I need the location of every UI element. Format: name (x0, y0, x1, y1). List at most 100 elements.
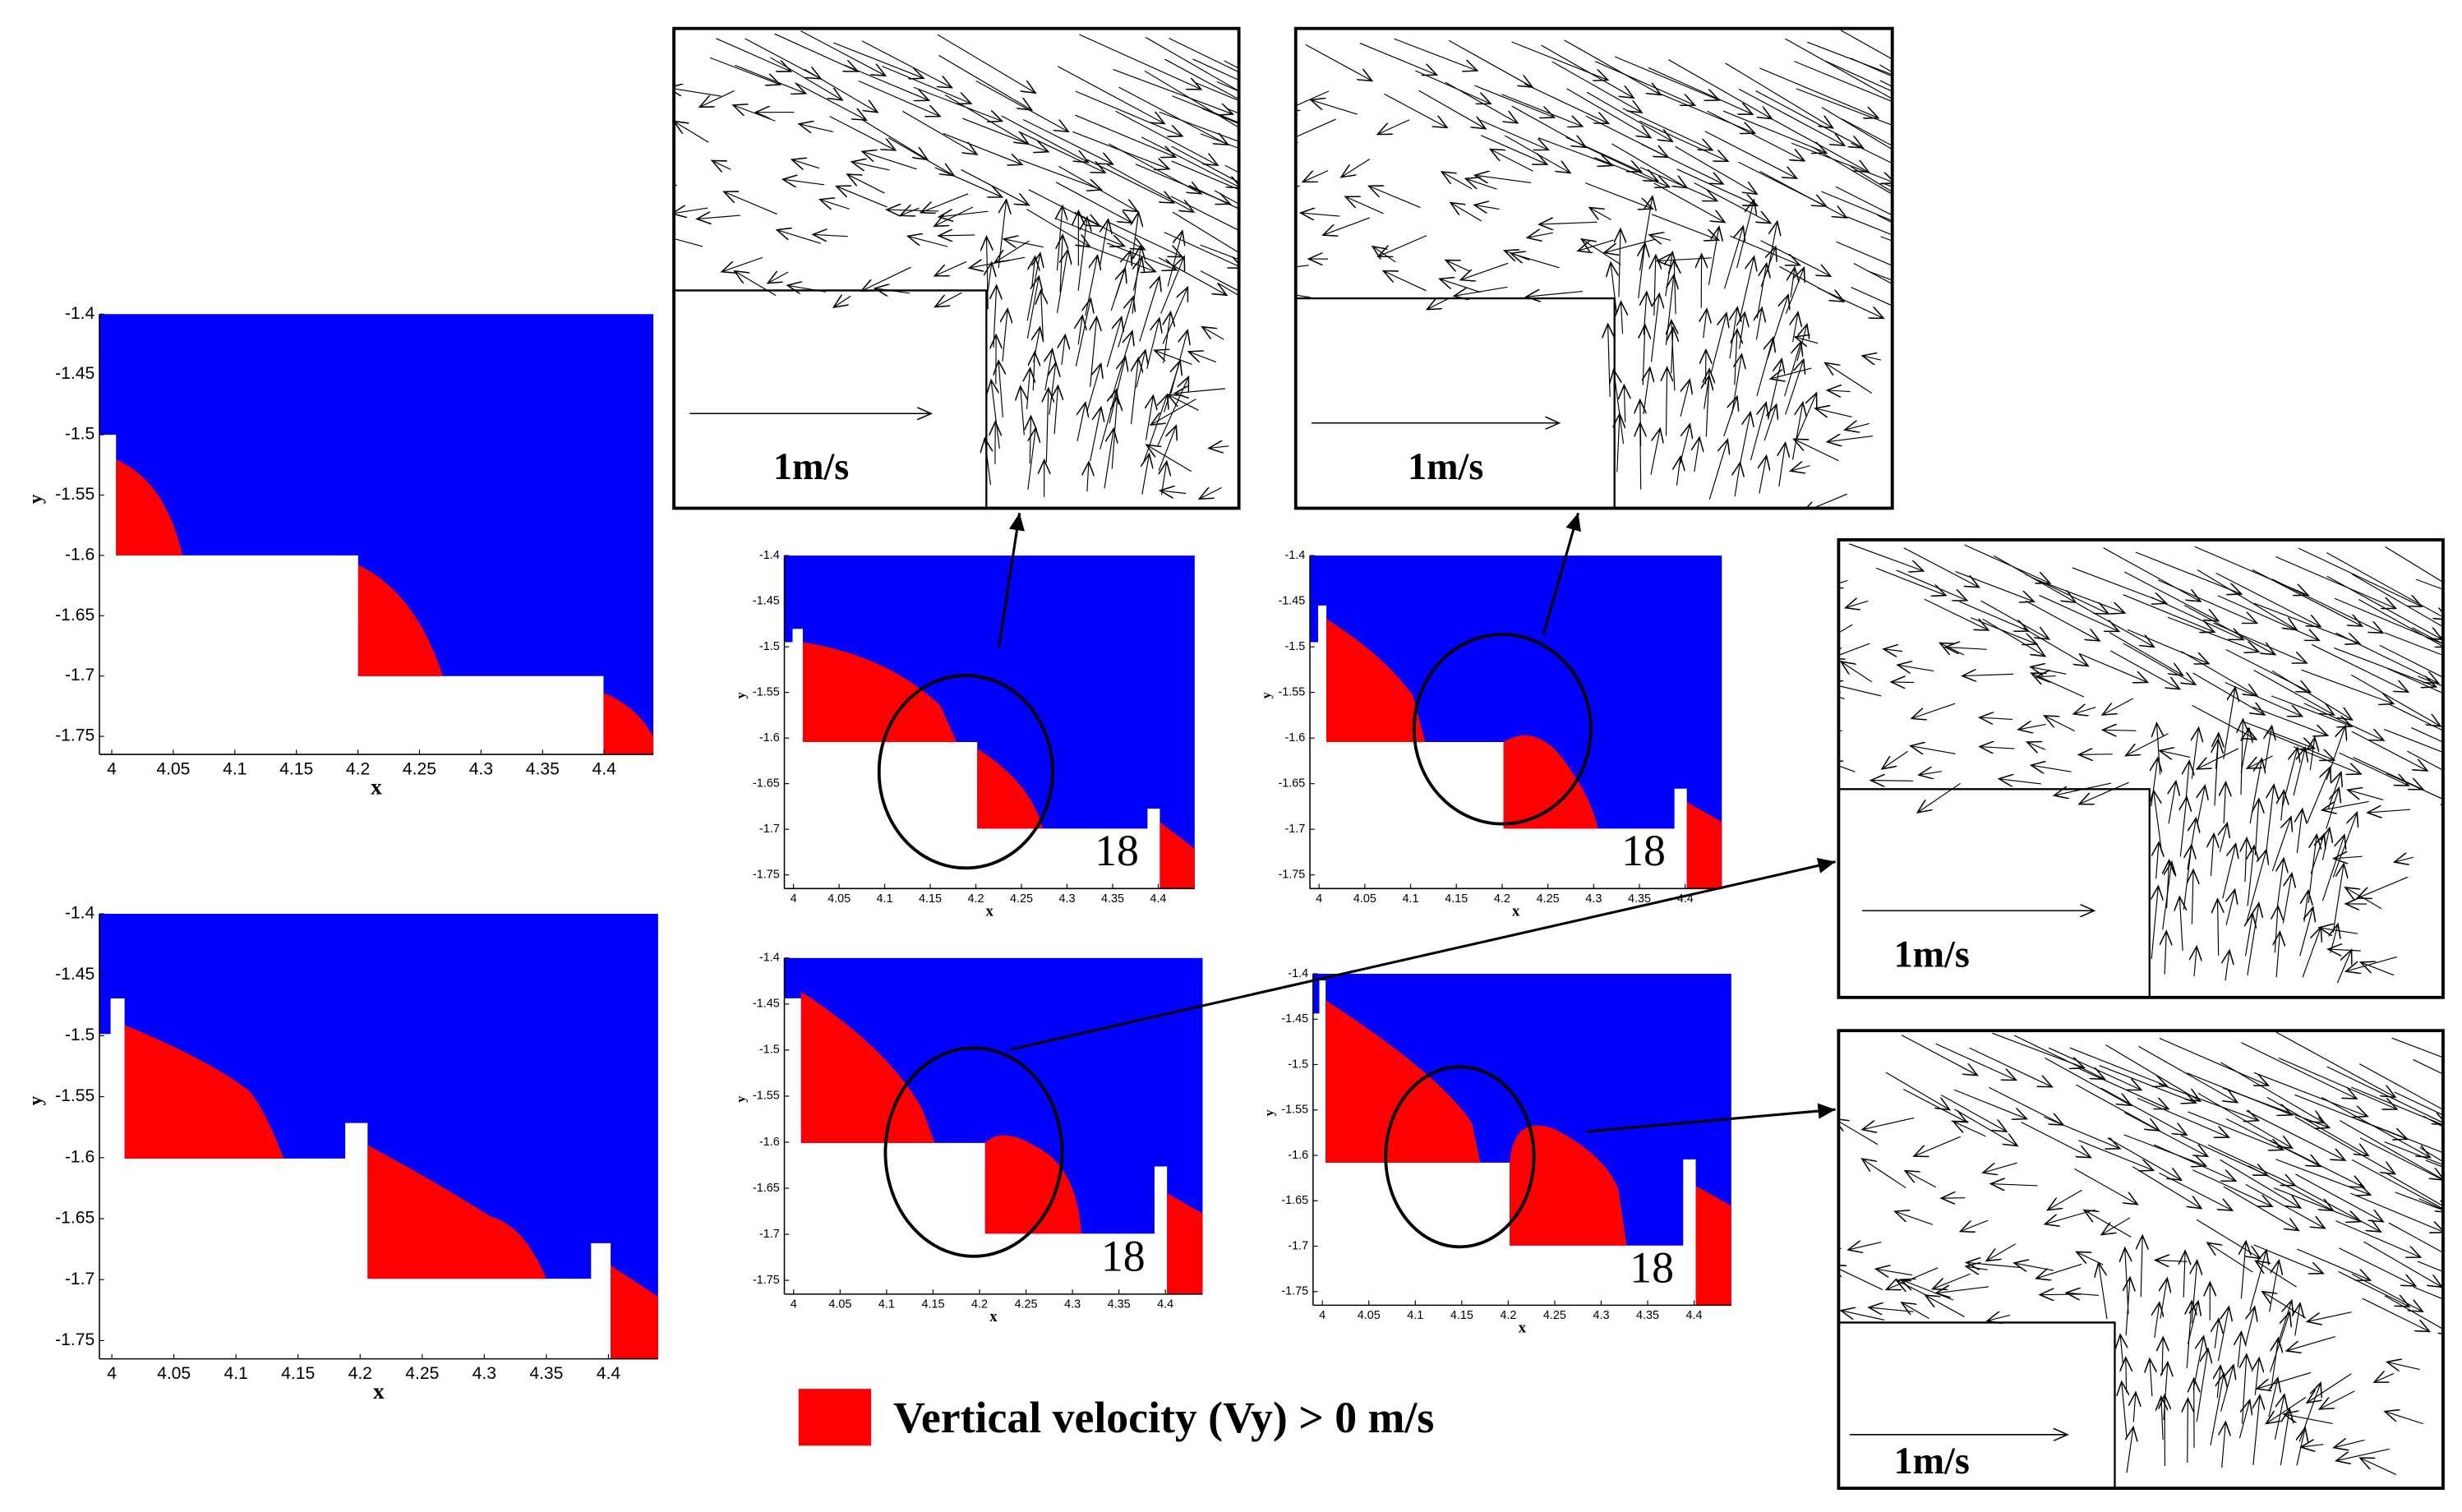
step-wall (1295, 297, 1616, 509)
velocity-vector (1959, 601, 2028, 631)
velocity-vector (1880, 236, 1893, 242)
y-tick-label: -1.65 (55, 1209, 95, 1228)
velocity-vector (1448, 39, 1533, 87)
velocity-vector (2225, 950, 2229, 981)
velocity-vector (2326, 1066, 2443, 1124)
velocity-vector (1955, 571, 2035, 602)
velocity-vector (882, 65, 971, 104)
velocity-vector (860, 118, 928, 159)
velocity-vector (709, 57, 780, 85)
velocity-vector (2299, 907, 2313, 957)
velocity-vector (1538, 137, 1612, 166)
velocity-vector (1867, 270, 1893, 281)
positive-vy-region (977, 749, 1044, 829)
velocity-vector (1026, 276, 1039, 339)
positive-vy-region (1695, 1186, 1731, 1306)
velocity-vector (1172, 95, 1239, 123)
velocity-vector (1086, 159, 1174, 203)
velocity-vector (1188, 352, 1217, 362)
velocity-vector (862, 151, 917, 170)
velocity-vector (2335, 1220, 2420, 1257)
velocity-vector (935, 292, 962, 307)
y-axis-label: y (1260, 692, 1274, 698)
velocity-vector (2247, 903, 2259, 976)
velocity-vector (1377, 119, 1410, 135)
velocity-vector (1811, 145, 1893, 196)
regions (784, 629, 1195, 889)
velocity-vector (2266, 1096, 2368, 1155)
velocity-vector (2359, 1137, 2443, 1181)
velocity-vector (2411, 727, 2443, 743)
velocity-vector (2127, 629, 2209, 663)
y-axis-label: y (734, 692, 748, 698)
velocity-vector (2241, 1241, 2246, 1299)
x-tick-label: 4.25 (1015, 1298, 1038, 1311)
velocity-vector (1675, 145, 1757, 194)
velocity-vector (1838, 624, 1853, 634)
y-tick-label: -1.45 (55, 364, 95, 383)
contour-panel: 4 4.05 4.1 4.15 4.2 4.25 4.3 4.35 4.4 -1.4 -1.45 -1… (734, 952, 1203, 1325)
velocity-vector (2107, 1137, 2182, 1180)
velocity-vector (1541, 44, 1634, 98)
velocity-vector (2326, 575, 2442, 639)
velocity-vector (1450, 203, 1482, 222)
velocity-vector (2295, 1173, 2383, 1222)
velocity-vector (1086, 364, 1101, 413)
velocity-vector (2165, 931, 2166, 975)
velocity-vector (2217, 1307, 2229, 1362)
y-tick-label: -1.7 (759, 1228, 780, 1241)
velocity-vector (2180, 651, 2257, 696)
legend-swatch (798, 1389, 872, 1446)
velocity-vector (1835, 186, 1893, 216)
velocity-vector (2186, 761, 2189, 800)
x-tick-label: 4.4 (597, 1364, 621, 1383)
inset-border (1837, 537, 2445, 999)
velocity-vector (1902, 1302, 1929, 1320)
velocity-vector (1110, 251, 1131, 311)
x-tick-label: 4.1 (878, 1298, 895, 1311)
velocity-vector (2383, 729, 2443, 754)
velocity-vector (1341, 159, 1371, 177)
y-tick-label: -1.5 (65, 1026, 95, 1044)
velocity-vector (1490, 150, 1533, 172)
x-tick-label: 4 (107, 760, 117, 779)
velocity-vector (2249, 1250, 2266, 1311)
y-tick-label: -1.5 (759, 1044, 780, 1057)
velocity-vector (1838, 762, 1856, 772)
velocity-vector (1295, 90, 1330, 111)
velocity-vector (2241, 728, 2249, 774)
velocity-vector (2252, 569, 2363, 626)
velocity-vector (2357, 876, 2409, 898)
velocity-vector (2339, 1120, 2443, 1180)
legend-label: Vertical velocity (Vy) > 0 m/s (893, 1393, 1434, 1442)
velocity-vector (1903, 547, 1980, 588)
velocity-vector (1018, 131, 1105, 173)
velocity-vector (2022, 627, 2088, 666)
velocity-vector (1115, 110, 1218, 165)
velocity-vector (2048, 1047, 2142, 1090)
velocity-vector (1172, 211, 1239, 260)
x-tick-label: 4.35 (526, 760, 560, 779)
velocity-vector (2135, 551, 2242, 594)
contour-panel: 4 4.05 4.1 4.15 4.2 4.25 4.3 4.35 4.4 -1.4 -1.45 -1… (25, 304, 654, 800)
velocity-vector (2069, 1047, 2167, 1086)
scale-label: 1m/s (773, 445, 849, 487)
velocity-vector (1846, 601, 1869, 607)
y-tick-label: -1.75 (753, 1274, 780, 1287)
x-tick-label: 4.05 (828, 892, 851, 906)
velocity-vector (2339, 1247, 2415, 1286)
velocity-vector (2310, 737, 2315, 771)
velocity-vector (1475, 175, 1532, 182)
velocity-vector (2226, 890, 2234, 925)
velocity-vector (2253, 1395, 2260, 1465)
zoom-circle (877, 674, 1054, 870)
velocity-vector (1510, 253, 1560, 269)
velocity-vector (934, 167, 1003, 197)
velocity-vector (2180, 797, 2187, 857)
inset: 1m/s (1293, 26, 1894, 510)
velocity-vector (2298, 547, 2422, 606)
velocity-vector (800, 30, 885, 76)
velocity-vector (1897, 665, 1934, 671)
velocity-vector (2245, 1307, 2255, 1344)
velocity-vector (962, 118, 1048, 152)
